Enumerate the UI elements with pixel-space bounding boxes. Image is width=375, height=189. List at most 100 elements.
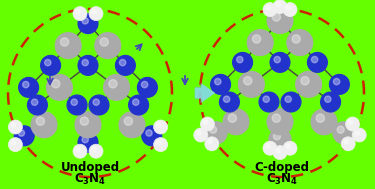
Circle shape [76,147,80,151]
Circle shape [267,8,293,34]
Circle shape [104,74,130,100]
Circle shape [247,30,273,56]
Circle shape [273,0,287,14]
Circle shape [109,80,117,88]
Circle shape [263,96,269,102]
Circle shape [219,92,239,112]
Circle shape [45,59,51,66]
Circle shape [286,5,290,10]
Text: C-doped: C-doped [255,160,309,174]
Circle shape [263,3,277,17]
Circle shape [40,55,61,75]
Circle shape [19,77,39,97]
Circle shape [137,77,158,97]
Circle shape [281,92,301,112]
Circle shape [205,137,219,151]
Circle shape [75,112,101,138]
Circle shape [228,114,237,122]
Circle shape [92,9,96,14]
Circle shape [89,144,103,158]
Circle shape [116,55,135,75]
Circle shape [73,144,87,158]
Circle shape [80,117,88,125]
Circle shape [210,126,217,133]
Circle shape [308,52,327,72]
Circle shape [8,138,22,152]
Circle shape [141,81,148,88]
Circle shape [146,130,152,136]
Circle shape [272,13,280,21]
Circle shape [78,14,98,34]
Circle shape [124,117,132,125]
Circle shape [78,132,98,152]
Circle shape [237,56,243,63]
Circle shape [67,95,87,115]
FancyArrowPatch shape [195,83,215,103]
Circle shape [238,71,264,97]
Circle shape [73,7,87,21]
Circle shape [200,117,214,131]
Circle shape [211,74,231,94]
Circle shape [325,96,331,102]
Circle shape [89,95,109,115]
Circle shape [78,55,98,75]
Circle shape [276,2,280,7]
Circle shape [352,128,366,142]
Circle shape [273,146,287,160]
Circle shape [337,126,344,133]
Circle shape [11,123,16,127]
Circle shape [27,95,47,115]
Circle shape [119,112,145,138]
Circle shape [82,59,88,66]
Circle shape [71,99,77,105]
Circle shape [142,126,162,146]
Circle shape [119,59,126,66]
Circle shape [205,122,227,144]
Circle shape [348,120,353,124]
Circle shape [301,77,309,85]
Circle shape [273,133,280,140]
Circle shape [156,140,161,145]
Circle shape [82,18,88,24]
Circle shape [31,112,57,138]
Circle shape [154,138,168,152]
Circle shape [311,109,337,135]
Circle shape [208,140,212,144]
Circle shape [266,5,270,10]
Circle shape [296,71,322,97]
Circle shape [214,78,221,85]
Circle shape [223,109,249,135]
Circle shape [194,128,208,142]
Circle shape [82,136,88,143]
Circle shape [52,80,60,88]
Circle shape [133,99,139,105]
Circle shape [18,130,25,136]
Circle shape [333,78,340,85]
Circle shape [341,137,355,151]
Circle shape [156,123,161,127]
Circle shape [252,35,261,43]
Circle shape [203,120,208,124]
Circle shape [76,9,80,14]
Circle shape [344,140,348,144]
Circle shape [276,148,280,153]
Circle shape [232,52,253,72]
Circle shape [269,128,291,150]
Circle shape [224,96,230,102]
Circle shape [36,117,45,125]
Circle shape [266,144,270,149]
Circle shape [267,109,293,135]
Circle shape [321,92,340,112]
Circle shape [100,38,108,46]
Circle shape [11,140,16,145]
Circle shape [329,74,350,94]
Circle shape [274,56,280,63]
Circle shape [287,30,313,56]
Circle shape [292,35,300,43]
Circle shape [346,117,360,131]
Circle shape [333,122,355,144]
Circle shape [259,92,279,112]
Text: Undoped: Undoped [60,160,120,174]
Circle shape [60,38,69,46]
Text: $\mathbf{C_3N_4}$: $\mathbf{C_3N_4}$ [266,171,298,187]
